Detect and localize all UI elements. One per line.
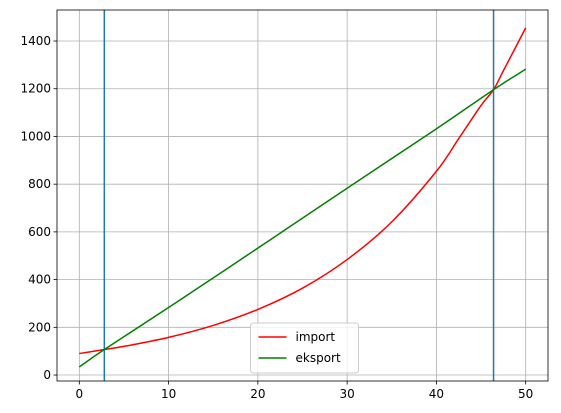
y-tick-label: 1400 [20,34,51,48]
x-tick-label: 50 [518,387,533,401]
x-tick-label: 30 [339,387,354,401]
x-tick-label: 10 [161,387,176,401]
vertical-lines [103,10,495,381]
legend-box [250,322,359,374]
x-tick-label: 40 [429,387,444,401]
x-tick-label: 0 [75,387,83,401]
y-tick-label: 400 [28,273,51,287]
y-tick-label: 200 [28,320,51,334]
y-tick-label: 800 [28,177,51,191]
y-tick-label: 1200 [20,82,51,96]
series-line-import [79,27,527,355]
series-lines [78,27,527,368]
y-tick-label: 600 [28,225,51,239]
series-line-eksport [78,68,527,368]
y-tick-label: 1000 [20,129,51,143]
x-tick-label: 20 [250,387,265,401]
plot-frame [56,9,549,382]
y-tick-label: 0 [43,368,51,382]
grid [57,10,548,381]
legend-label: eksport [296,351,341,365]
legend-label: import [296,330,336,344]
legend: import eksport [250,322,359,374]
axis-ticks: 0 10 20 30 40 50 0 200 400 600 800 1000 1200 1400 [20,34,533,401]
